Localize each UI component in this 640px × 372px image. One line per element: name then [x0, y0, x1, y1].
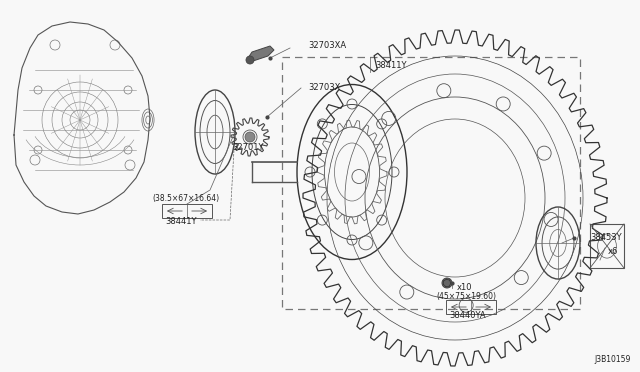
Bar — [446, 300, 496, 314]
Text: 38440YA: 38440YA — [449, 311, 486, 321]
Circle shape — [246, 56, 254, 64]
Text: 38441Y: 38441Y — [165, 218, 196, 227]
Text: (38.5×67×16.64): (38.5×67×16.64) — [152, 193, 219, 202]
Bar — [590, 224, 624, 268]
Circle shape — [245, 132, 255, 142]
Text: J3B10159: J3B10159 — [594, 356, 630, 365]
Text: 32703X: 32703X — [308, 83, 340, 93]
Bar — [282, 57, 580, 309]
Text: 32701Y: 32701Y — [232, 144, 264, 153]
Text: 32703XA: 32703XA — [308, 42, 346, 51]
Polygon shape — [248, 46, 274, 62]
Circle shape — [442, 278, 452, 288]
Text: 38411Y: 38411Y — [375, 61, 406, 71]
Text: (45×75×19.60): (45×75×19.60) — [436, 292, 496, 301]
Bar — [162, 204, 212, 218]
Text: x10: x10 — [457, 283, 472, 292]
Text: x6: x6 — [608, 247, 618, 257]
Text: 38453Y: 38453Y — [590, 234, 621, 243]
